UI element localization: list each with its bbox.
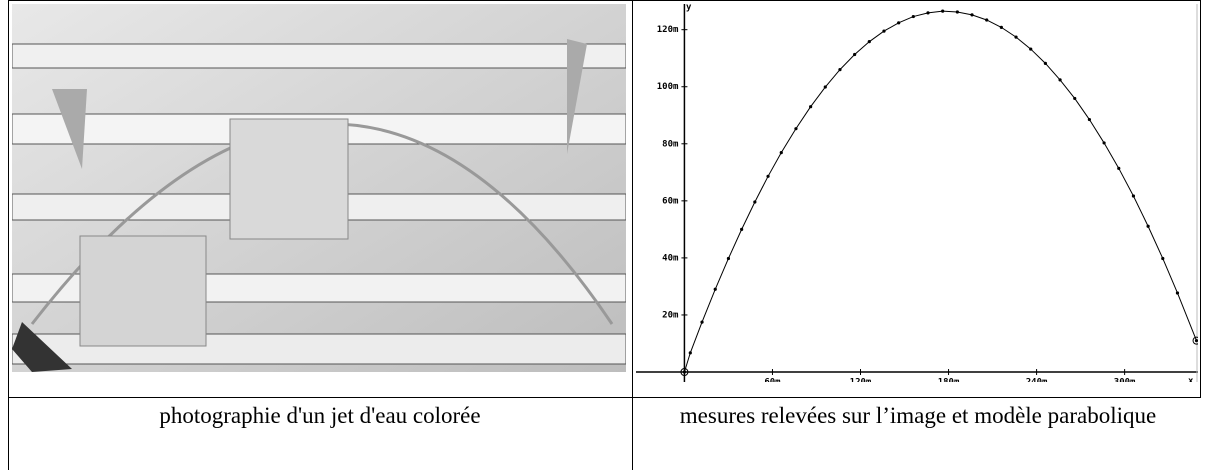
measure-point: [682, 370, 687, 374]
measure-point: [1194, 339, 1198, 343]
y-tick-label: 20m: [662, 310, 679, 320]
table-border: [8, 0, 9, 470]
measure-point: [700, 320, 704, 324]
x-tick-label: 240m: [1026, 378, 1048, 382]
measure-point: [897, 21, 901, 25]
measure-point: [1087, 117, 1092, 122]
model-curve: [683, 10, 1197, 373]
measure-point: [1161, 256, 1165, 261]
table-border: [632, 0, 633, 470]
x-axis-label: x: [1188, 377, 1194, 383]
measure-point: [1117, 166, 1121, 170]
x-tick-label: 120m: [850, 378, 872, 382]
measure-point: [1175, 291, 1180, 295]
y-tick-label: 40m: [662, 253, 679, 263]
photo: [12, 4, 626, 372]
measure-point: [766, 174, 770, 178]
x-tick-label: 300m: [1114, 378, 1136, 382]
measure-point: [1131, 194, 1136, 198]
measure-point: [1146, 224, 1150, 228]
marker: [52, 89, 87, 169]
y-axis-label: y: [686, 4, 692, 13]
table-border: [1200, 0, 1201, 397]
measure-point: [779, 151, 783, 155]
measure-point: [838, 68, 842, 72]
y-tick-label: 80m: [662, 139, 679, 149]
measure-point: [794, 127, 798, 131]
sticky-note: [79, 235, 207, 347]
measure-point: [1058, 78, 1062, 82]
measure-point: [726, 256, 731, 261]
x-tick-label: 60m: [764, 378, 781, 382]
measure-point: [911, 14, 915, 19]
measure-point: [867, 40, 871, 44]
measure-point: [713, 287, 717, 291]
y-tick-label: 100m: [657, 82, 679, 92]
measure-point: [970, 13, 974, 17]
measure-point: [1043, 61, 1047, 65]
measure-point: [955, 10, 959, 14]
chart: y x 60m 120m 180m 240m 300m 20m 40m 60m 80m 100m 1…: [636, 4, 1198, 382]
measure-point: [853, 52, 857, 57]
measure-point: [688, 351, 692, 355]
table-border: [8, 397, 1201, 398]
measure-point: [926, 11, 930, 15]
measure-point: [1014, 35, 1018, 39]
measure-point: [882, 29, 886, 33]
measure-point: [753, 200, 757, 204]
measure-point: [809, 105, 813, 109]
measure-point: [941, 9, 945, 13]
nozzle: [12, 322, 72, 372]
marker: [567, 39, 587, 154]
measure-point: [1073, 96, 1077, 101]
chart-caption: mesures relevées sur l’image et modèle p…: [679, 403, 1157, 428]
measure-point: [823, 85, 827, 89]
measure-point: [999, 25, 1003, 29]
measure-point: [740, 227, 744, 231]
measure-point: [1029, 47, 1033, 51]
table-border: [8, 0, 1201, 1]
x-tick-label: 180m: [938, 378, 960, 382]
measure-point: [985, 18, 989, 22]
point-ring: [1192, 336, 1198, 345]
y-tick-label: 60m: [662, 196, 679, 206]
point-ring: [680, 368, 689, 377]
y-tick-label: 120m: [657, 25, 679, 35]
measure-point: [1102, 141, 1106, 145]
photo-caption: photographie d'un jet d'eau colorée: [159, 403, 481, 428]
sticky-note: [229, 118, 349, 240]
